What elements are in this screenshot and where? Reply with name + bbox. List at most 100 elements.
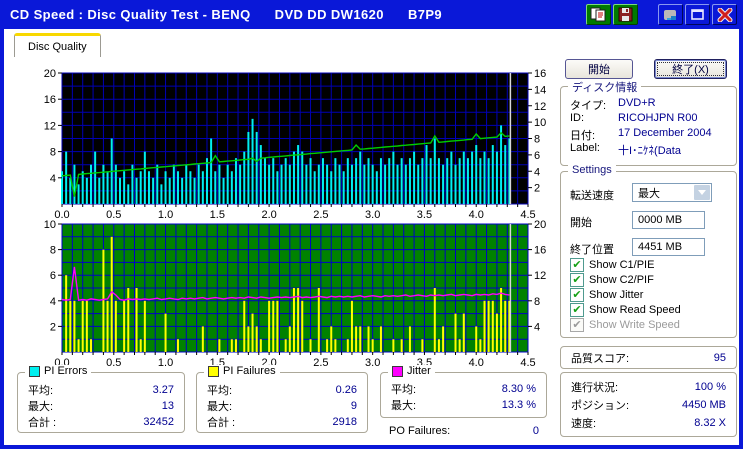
quality-score-label: 品質スコア: [571,353,630,365]
svg-text:4.5: 4.5 [520,357,535,369]
svg-text:4: 4 [50,296,56,308]
pi-failures-legend-swatch [208,365,219,377]
checkbox-show-jitter[interactable]: ✔ Show Jitter [570,288,643,302]
pi-failures-max-value: 9 [350,400,357,412]
svg-text:16: 16 [534,245,546,257]
svg-text:0.5: 0.5 [106,209,121,221]
pi-errors-total-value: 32452 [143,416,174,428]
exit-button[interactable]: 終了(X) [654,59,727,79]
speed-value: 8.32 X [694,417,726,429]
checkbox-icon: ✔ [570,288,584,302]
svg-text:4: 4 [534,166,540,178]
svg-text:3.5: 3.5 [417,209,432,221]
close-icon [717,7,732,22]
top-chart: 0.0 0.5 1.0 1.5 2.0 2.5 3.0 3.5 4.0 4.54812162024… [44,68,547,221]
checkbox-show-read-speed[interactable]: ✔ Show Read Speed [570,303,681,317]
tab-label: Disc Quality [28,40,87,53]
svg-text:2: 2 [534,183,540,195]
maximize-button[interactable] [685,4,710,25]
save-button[interactable] [613,4,638,25]
disc-info-title: ディスク情報 [568,79,642,95]
speed-label: 速度: [571,418,597,430]
transfer-speed-value: 最大 [638,187,660,200]
svg-text:14: 14 [534,84,546,96]
transfer-speed-label: 転送速度 [570,190,614,202]
settings-title: Settings [568,164,616,176]
checkbox-icon: ✔ [570,273,584,287]
svg-text:4: 4 [50,173,56,185]
svg-text:1.5: 1.5 [210,209,225,221]
disc-id-value: RICOHJPN R00 [618,112,698,124]
pi-errors-max-value: 13 [161,400,174,412]
svg-text:6: 6 [534,150,540,162]
quality-score-group: 品質スコア: 95 [560,346,737,369]
jitter-legend-swatch [392,365,403,377]
svg-text:4.5: 4.5 [520,209,535,221]
svg-text:0.0: 0.0 [54,209,69,221]
pi-errors-group: PI Errors 平均: 3.27 最大: 13 合計 : 32452 [17,365,185,433]
pi-failures-title: PI Failures [223,365,276,377]
position-value: 4450 MB [681,399,726,411]
pi-failures-group: PI Failures 平均: 0.26 最大: 9 合計 : 2918 [196,365,368,433]
svg-text:12: 12 [534,270,546,282]
copy-icon [590,7,606,22]
svg-text:12: 12 [534,101,546,113]
maximize-icon [691,9,704,20]
jitter-group: Jitter 平均: 8.30 % 最大: 13.3 % [380,365,547,418]
tab-disc-quality[interactable]: Disc Quality [14,33,101,57]
svg-text:1.0: 1.0 [158,209,173,221]
end-position-input[interactable]: 4451 MB [632,238,705,256]
copy-button[interactable] [586,4,611,25]
pi-failures-avg-label: 平均: [207,385,233,397]
pi-errors-avg-value: 3.27 [152,384,174,396]
svg-text:20: 20 [534,219,546,231]
chevron-down-icon [694,185,710,200]
svg-text:2.0: 2.0 [261,209,276,221]
jitter-avg-label: 平均: [391,384,417,396]
checkbox-label: Show Jitter [589,289,644,301]
svg-text:3.0: 3.0 [365,357,380,369]
jitter-avg-value: 8.30 % [501,383,536,395]
checkbox-label: Show C1/PIE [589,259,655,271]
exit-button-label: 終了(X) [657,62,724,76]
svg-text:4.0: 4.0 [469,209,484,221]
checkbox-show-c2-pif[interactable]: ✔ Show C2/PIF [570,273,654,287]
end-position-value: 4451 MB [638,241,683,253]
pi-failures-total-value: 2918 [332,416,357,428]
title-bar[interactable]: CD Speed : Disc Quality Test - BENQ DVD … [0,0,743,29]
close-button[interactable] [712,4,737,25]
start-position-label: 開始 [570,217,592,229]
svg-text:2.5: 2.5 [313,357,328,369]
svg-text:10: 10 [44,219,56,231]
svg-text:3.0: 3.0 [365,209,380,221]
bottom-chart: 0.0 0.5 1.0 1.5 2.0 2.5 3.0 3.5 4.0 4.52468104812… [44,219,547,369]
transfer-speed-select[interactable]: 最大 [632,183,712,202]
minimize-button[interactable] [658,4,683,25]
progress-group: 進行状況: 100 % ポジション: 4450 MB 速度: 8.32 X [560,372,737,437]
svg-text:1.0: 1.0 [158,357,173,369]
progress-value: 100 % [694,381,726,393]
svg-text:6: 6 [50,270,56,282]
svg-text:8: 8 [534,134,540,146]
start-button-label: 開始 [588,64,610,76]
svg-text:2: 2 [50,321,56,333]
svg-text:0.5: 0.5 [106,357,121,369]
settings-group: Settings 転送速度 最大 開始 0000 MB 終了位置 4451 MB… [560,164,737,338]
jitter-title: Jitter [407,365,431,377]
po-failures-row: PO Failures: 0 [389,425,539,437]
disc-date-label: 日付: [570,130,596,142]
window-title: CD Speed : Disc Quality Test - BENQ DVD … [10,7,443,22]
start-button[interactable]: 開始 [565,59,633,79]
titlebar-buttons [584,4,737,25]
start-position-input[interactable]: 0000 MB [632,211,705,229]
checkbox-show-c1-pie[interactable]: ✔ Show C1/PIE [570,258,654,272]
disc-date-value: 17 December 2004 [618,127,712,139]
disc-type-label: タイプ: [570,100,607,112]
checkbox-icon: ✔ [570,318,584,332]
svg-text:2.5: 2.5 [313,209,328,221]
checkbox-show-write-speed: ✔ Show Write Speed [570,318,680,332]
svg-text:4.0: 4.0 [469,357,484,369]
checkbox-label: Show Write Speed [589,319,680,331]
svg-text:10: 10 [534,117,546,129]
